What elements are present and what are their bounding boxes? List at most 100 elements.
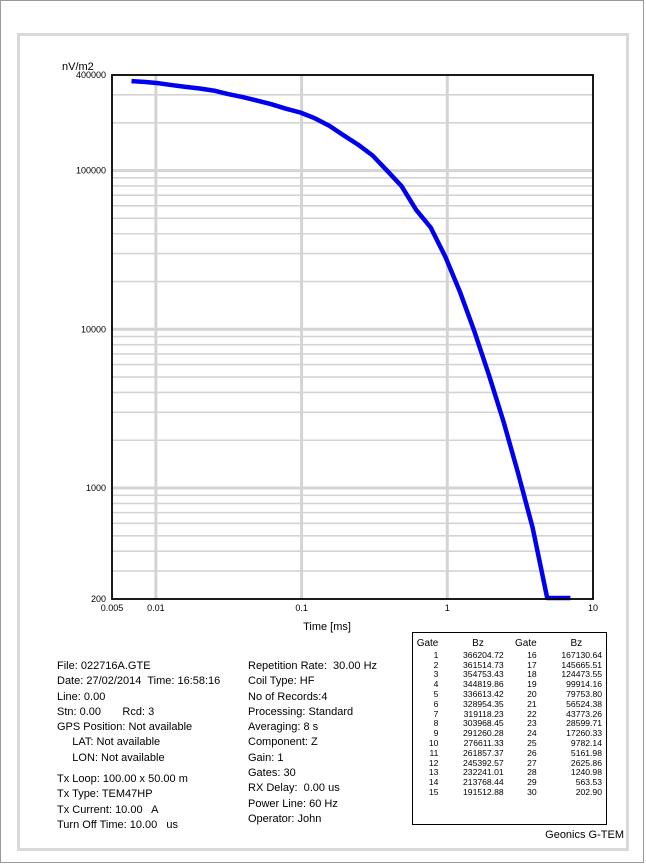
gate-number: 17 bbox=[527, 659, 537, 670]
rx-delay: RX Delay: 0.00 us bbox=[248, 782, 340, 795]
survey-info: File: 022716A.GTE Date: 27/02/2014 Time:… bbox=[57, 659, 220, 833]
gate-number: 9 bbox=[433, 728, 439, 739]
bz-value: 232241.01 bbox=[463, 767, 504, 778]
gate-number: 19 bbox=[527, 679, 537, 690]
x-tick-label: 0.005 bbox=[101, 603, 124, 613]
x-tick-label: 10 bbox=[588, 603, 598, 613]
tick-labels: 0.005 0.01 0.1 1 10 400000 100000 10000 1000 200 bbox=[76, 70, 598, 613]
bz-value: 261857.37 bbox=[463, 747, 504, 758]
table-row: 2 361514.73 17 145665.51 bbox=[413, 659, 606, 671]
table-row: 14 213768.44 29 563.53 bbox=[413, 777, 606, 788]
y-axis-label: nV/m2 bbox=[62, 61, 94, 73]
turn-off-time: Turn Off Time: 10.00 us bbox=[57, 818, 179, 831]
records-count: No of Records:4 bbox=[248, 690, 328, 703]
gate-number: 6 bbox=[433, 698, 439, 709]
station-record: Stn: 0.00 Rcd: 3 bbox=[57, 705, 155, 718]
table-row: 4 344819.86 19 99914.16 bbox=[413, 679, 606, 690]
processing: Processing: Standard bbox=[248, 705, 354, 718]
bz-value: 245392.57 bbox=[463, 757, 504, 768]
bz-value: 303968.45 bbox=[463, 718, 504, 729]
header-bz: Bz bbox=[472, 638, 484, 649]
bz-value: 361514.73 bbox=[463, 659, 504, 670]
latitude: LAT: Not available bbox=[57, 736, 161, 749]
x-axis-label: Time [ms] bbox=[303, 621, 351, 633]
bz-value: 202.90 bbox=[575, 786, 602, 797]
gate-number: 21 bbox=[527, 698, 537, 709]
gate-number: 14 bbox=[428, 777, 439, 788]
header-bz-2: Bz bbox=[570, 638, 583, 649]
gate-table: Gate Bz Gate Bz 1 366204.72 16 167130.64 2 36… bbox=[413, 639, 606, 798]
bz-value: 5161.98 bbox=[570, 747, 602, 758]
operator: Operator: John bbox=[248, 812, 322, 825]
repetition-rate: Repetition Rate: 30.00 Hz bbox=[248, 660, 378, 672]
gate-number: 26 bbox=[527, 747, 537, 758]
averaging: Averaging: 8 s bbox=[248, 721, 319, 734]
gate-number: 28 bbox=[527, 767, 537, 778]
bz-value: 354753.43 bbox=[463, 669, 504, 680]
table-row: 10 276611.33 25 9782.14 bbox=[413, 737, 606, 749]
gate-number: 20 bbox=[527, 688, 537, 699]
plot-border bbox=[111, 74, 594, 600]
gate-number: 27 bbox=[527, 757, 537, 768]
chart-frame bbox=[17, 33, 629, 851]
gate-number: 8 bbox=[433, 718, 439, 729]
bz-value: 213768.44 bbox=[463, 777, 504, 788]
y-tick-label: 100000 bbox=[76, 166, 106, 176]
gate-number: 7 bbox=[433, 708, 439, 719]
gate-number: 18 bbox=[527, 669, 537, 680]
x-tick-label: 1 bbox=[445, 603, 450, 613]
table-row: 7 319118.23 22 43773.26 bbox=[413, 708, 606, 720]
coil-type: Coil Type: HF bbox=[248, 675, 315, 688]
gate-number: 2 bbox=[433, 659, 439, 670]
table-row: 8 303968.45 23 28599.71 bbox=[413, 719, 606, 729]
bz-value: 344819.86 bbox=[463, 679, 504, 690]
longitude: LON: Not available bbox=[57, 751, 165, 764]
bz-value: 79753.80 bbox=[566, 688, 602, 699]
tx-loop: Tx Loop: 100.00 x 50.00 m bbox=[57, 773, 188, 786]
y-tick-label: 1000 bbox=[86, 483, 106, 493]
table-row: 12 245392.57 27 2625.86 bbox=[413, 757, 606, 769]
gps-position: GPS Position: Not available bbox=[57, 721, 193, 734]
table-header-row: Gate Bz Gate Bz bbox=[413, 639, 606, 651]
bz-value: 56524.38 bbox=[566, 698, 602, 709]
table-row: 11 261857.37 26 5161.98 bbox=[413, 747, 606, 759]
series-line bbox=[131, 78, 571, 601]
bz-value: 276611.33 bbox=[463, 737, 504, 748]
bz-value: 124473.55 bbox=[561, 669, 602, 680]
bz-value: 2625.86 bbox=[570, 757, 602, 768]
gate-number: 11 bbox=[429, 747, 439, 758]
brand-label: Geonics G-TEM bbox=[545, 829, 624, 841]
table-row: 13 232241.01 28 1240.98 bbox=[413, 768, 606, 778]
gate-number: 30 bbox=[527, 786, 537, 797]
gate-number: 3 bbox=[433, 669, 439, 680]
gate-number: 15 bbox=[428, 786, 439, 797]
bz-value: 9782.14 bbox=[570, 737, 602, 748]
bz-value: 291260.28 bbox=[463, 728, 504, 739]
gate-number: 29 bbox=[527, 777, 537, 788]
acquisition-settings: Repetition Rate: 30.00 Hz Coil Type: HF … bbox=[248, 659, 377, 827]
gate-number: 22 bbox=[527, 708, 537, 719]
bz-value: 328954.35 bbox=[463, 698, 504, 709]
y-tick-label: 10000 bbox=[81, 324, 106, 334]
y-tick-label: 200 bbox=[91, 594, 106, 604]
gate-number: 5 bbox=[433, 688, 439, 699]
gate-number: 13 bbox=[428, 767, 439, 778]
gate-number: 10 bbox=[428, 737, 439, 748]
bz-value: 17260.33 bbox=[566, 728, 602, 739]
x-tick-label: 0.01 bbox=[147, 603, 165, 613]
table-row: 3 354753.43 18 124473.55 bbox=[413, 670, 606, 680]
table-row: 6 328954.35 21 56524.38 bbox=[413, 698, 606, 710]
bz-value: 366204.72 bbox=[463, 649, 504, 660]
table-row: 15 191512.88 30 202.90 bbox=[413, 786, 606, 798]
bz-value: 191512.88 bbox=[463, 786, 504, 797]
bz-value: 319118.23 bbox=[463, 708, 504, 719]
bz-value: 1240.98 bbox=[570, 767, 602, 778]
gate-number: 24 bbox=[527, 728, 537, 739]
bz-value: 145665.51 bbox=[561, 659, 602, 670]
line-number: Line: 0.00 bbox=[57, 690, 106, 703]
table-row: 5 336613.42 20 79753.80 bbox=[413, 688, 606, 700]
x-tick-label: 0.1 bbox=[295, 603, 308, 613]
bz-value: 28599.71 bbox=[566, 718, 602, 729]
gates-count: Gates: 30 bbox=[248, 767, 296, 780]
